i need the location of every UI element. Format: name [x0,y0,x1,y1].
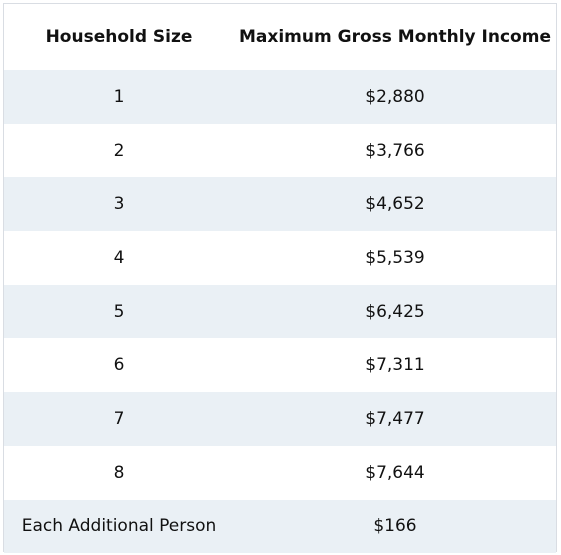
income-cell: $4,652 [234,177,556,232]
income-cell: $7,644 [234,445,556,500]
household-size-cell: 6 [4,338,234,393]
income-cell: $7,477 [234,392,556,446]
income-cell: $5,539 [234,231,556,285]
household-size-cell: 5 [4,284,234,339]
household-size-cell: 1 [4,70,234,124]
table-row: 8 $7,644 [4,445,556,500]
household-size-cell: 2 [4,123,234,178]
table-row: Each Additional Person $166 [4,499,556,554]
income-cell: $3,766 [234,123,556,178]
table-row: 7 $7,477 [4,392,556,446]
household-size-cell: Each Additional Person [4,499,234,554]
income-cell: $6,425 [234,284,556,339]
table-row: 4 $5,539 [4,231,556,285]
table-row: 5 $6,425 [4,284,556,339]
header-max-income: Maximum Gross Monthly Income [234,4,556,70]
income-table: Household Size Maximum Gross Monthly Inc… [4,4,556,554]
table-header-row: Household Size Maximum Gross Monthly Inc… [4,4,556,70]
household-size-cell: 8 [4,445,234,500]
household-size-cell: 7 [4,392,234,446]
table-row: 3 $4,652 [4,177,556,232]
header-household-size: Household Size [4,4,234,70]
table-row: 6 $7,311 [4,338,556,393]
household-size-cell: 3 [4,177,234,232]
household-size-cell: 4 [4,231,234,285]
table-row: 2 $3,766 [4,123,556,178]
income-cell: $2,880 [234,70,556,124]
income-table-container: Household Size Maximum Gross Monthly Inc… [3,3,557,554]
table-row: 1 $2,880 [4,70,556,124]
income-cell: $7,311 [234,338,556,393]
income-cell: $166 [234,499,556,554]
